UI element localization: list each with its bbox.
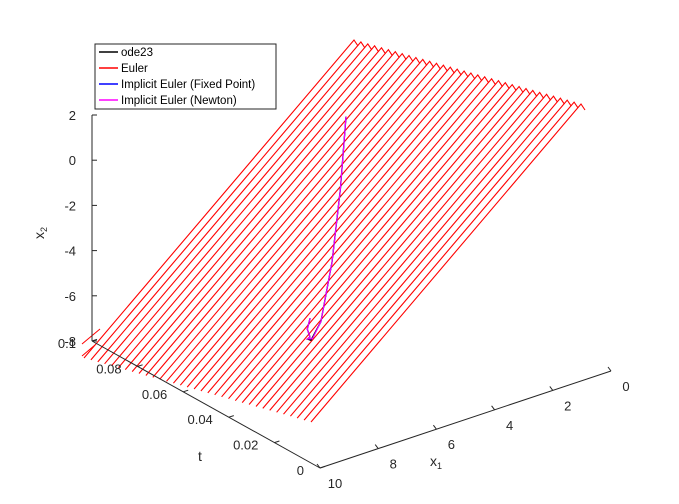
x1-tick-2: [491, 405, 496, 411]
euler-stroke-27: [269, 91, 545, 411]
euler-stroke-6: [124, 50, 400, 370]
euler-stroke-4: [111, 46, 386, 367]
solution-lines: [305, 116, 347, 342]
euler-stroke-15: [186, 68, 462, 388]
legend-label-euler: Euler: [121, 63, 148, 75]
line-implicit-euler-fixed-point-: [305, 116, 347, 340]
x1-axis-label: x1: [430, 453, 442, 471]
euler-stroke-7: [131, 52, 407, 372]
euler-stroke-18: [207, 73, 483, 394]
euler-stroke-1: [90, 40, 366, 361]
t-tick-2: [228, 415, 234, 418]
euler-stroke-28: [276, 93, 552, 413]
z-tick-label-0: -8: [64, 334, 76, 349]
t-tick-label-4: 0.08: [96, 361, 121, 376]
euler-stroke-32: [303, 101, 579, 421]
x1-axis: [319, 370, 612, 469]
t-tick-0: [319, 465, 326, 469]
axis-ticks: -8 -6 -4 -2 0 2 0 0.02 0.04 0.06 0.08 0.1 0 2 4 6 8 10: [58, 108, 630, 491]
euler-stroke-13: [172, 64, 448, 384]
euler-stroke-12: [166, 62, 441, 382]
t-tick-4: [137, 364, 143, 367]
legend-box: [94, 43, 277, 110]
t-tick-5: [91, 338, 98, 342]
z-tick-label-5: 2: [69, 108, 76, 123]
x1-tick-3: [432, 424, 437, 430]
euler-stroke-33: [310, 103, 586, 423]
euler-stroke-10: [152, 58, 428, 378]
euler-stroke-11: [159, 60, 435, 380]
euler-stroke-5: [117, 48, 393, 369]
t-tick-label-5: 0.1: [58, 336, 76, 351]
x1-tick-label-5: 10: [328, 476, 342, 491]
t-tick-1: [274, 440, 280, 444]
legend: ode23 Euler Implicit Euler (Fixed Point)…: [94, 43, 277, 110]
euler-stroke-25: [255, 87, 531, 407]
x1-tick-5: [316, 463, 321, 469]
x1-tick-1: [549, 386, 554, 391]
z-tick-label-2: -4: [64, 244, 76, 259]
z-tick-label-1: -6: [64, 289, 76, 304]
z-tick-label-4: 0: [69, 153, 76, 168]
euler-stroke-3: [104, 44, 380, 365]
euler-stroke-30: [289, 97, 565, 417]
x1-tick-label-4: 8: [390, 457, 397, 472]
euler-stroke-29: [283, 95, 558, 415]
legend-label-ode23: ode23: [121, 47, 153, 59]
euler-stroke-14: [179, 66, 455, 386]
x1-tick-4: [374, 444, 379, 449]
euler-stroke-17: [200, 72, 476, 392]
euler-stroke-24: [248, 85, 524, 405]
euler-stroke-9: [145, 56, 421, 376]
z-tick-label-3: -2: [64, 198, 76, 213]
x1-tick-label-3: 6: [448, 437, 455, 452]
x1-tick-label-0: 0: [622, 379, 629, 394]
euler-stroke-19: [214, 75, 490, 396]
t-tick-label-2: 0.04: [187, 412, 212, 427]
euler-series: [81, 39, 586, 423]
line-implicit-euler-newton-: [305, 116, 347, 340]
z-axis-label: x2: [31, 227, 49, 239]
euler-stroke-31: [296, 99, 572, 419]
t-tick-3: [183, 389, 189, 393]
legend-label-fixed-point: Implicit Euler (Fixed Point): [121, 79, 255, 91]
t-axis-label: t: [198, 448, 202, 464]
euler-fringe: [81, 328, 101, 357]
t-axis: [91, 340, 321, 469]
x1-tick-0: [607, 366, 612, 372]
euler-stroke-16: [193, 70, 469, 390]
euler-stroke-0: [83, 39, 359, 359]
legend-label-newton: Implicit Euler (Newton): [121, 95, 237, 107]
t-tick-label-1: 0.02: [233, 438, 258, 453]
euler-stroke-2: [97, 42, 373, 363]
x1-tick-label-1: 2: [564, 398, 571, 413]
euler-stroke-21: [228, 79, 503, 400]
t-tick-label-3: 0.06: [142, 387, 167, 402]
euler-stroke-26: [262, 89, 538, 409]
x1-tick-label-2: 4: [506, 418, 513, 433]
euler-stroke-20: [221, 77, 497, 398]
euler-stroke-23: [241, 83, 517, 403]
t-tick-label-0: 0: [297, 463, 304, 478]
euler-stroke-8: [138, 54, 414, 374]
